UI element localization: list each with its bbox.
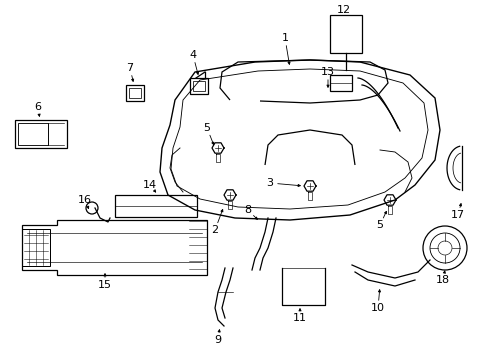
Text: 11: 11 (292, 313, 306, 323)
Text: 8: 8 (244, 205, 251, 215)
Bar (126, 85, 143, 101)
Text: 13: 13 (320, 67, 334, 77)
Text: 18: 18 (435, 275, 449, 285)
Bar (22, 229, 50, 266)
Text: 3: 3 (266, 178, 273, 188)
Text: 17: 17 (450, 210, 464, 220)
Text: 4: 4 (189, 50, 196, 60)
Text: 16: 16 (78, 195, 92, 205)
Text: 5: 5 (376, 220, 383, 230)
Text: 5: 5 (203, 123, 210, 133)
Bar (329, 75, 351, 91)
Text: 1: 1 (281, 33, 288, 43)
Bar (329, 15, 361, 53)
Bar (15, 120, 67, 148)
Text: 7: 7 (126, 63, 133, 73)
Text: 9: 9 (214, 335, 221, 345)
Bar (129, 88, 141, 98)
Bar (18, 123, 48, 145)
Text: 10: 10 (370, 303, 384, 313)
Bar (193, 81, 204, 91)
Text: 2: 2 (211, 225, 218, 235)
Bar (190, 78, 207, 94)
Text: 12: 12 (336, 5, 350, 15)
Text: 6: 6 (35, 102, 41, 112)
Text: 14: 14 (142, 180, 157, 190)
Text: 15: 15 (98, 280, 112, 290)
Bar (115, 195, 197, 217)
